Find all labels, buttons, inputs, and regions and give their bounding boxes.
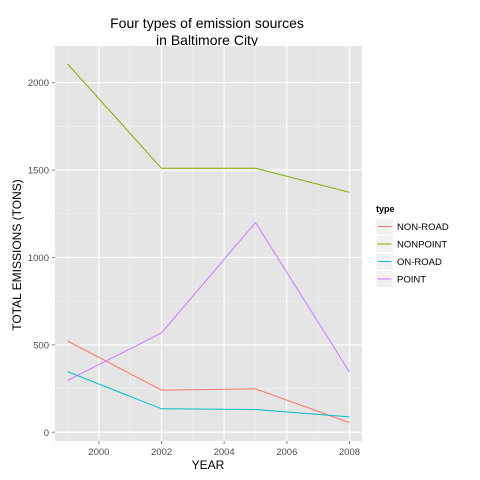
chart-title-line1: Four types of emission sources	[110, 15, 304, 31]
x-tick-label: 2002	[151, 447, 172, 458]
plot-area: 2000 2002 2004 2006 2008 0 500 1000 1500 2000	[28, 46, 362, 458]
x-tick-label: 2006	[276, 447, 297, 458]
legend-title: type	[376, 204, 395, 214]
y-tick-label: 1000	[28, 253, 49, 264]
legend: type NON-ROAD NONPOINT ON-ROAD POINT	[375, 204, 449, 288]
plot-background	[55, 46, 362, 441]
series-line-nonpoint	[67, 63, 350, 193]
chart-title-line2: in Baltimore City	[156, 32, 258, 48]
y-tick-label: 2000	[28, 78, 49, 89]
y-tick-label: 500	[33, 340, 49, 351]
x-tick-label: 2004	[214, 447, 235, 458]
x-axis-title: YEAR	[192, 458, 225, 472]
series-line-on-road	[67, 371, 350, 418]
legend-label-non-road: NON-ROAD	[397, 222, 449, 233]
legend-label-point: POINT	[397, 275, 426, 286]
x-tick-label: 2008	[339, 447, 360, 458]
y-tick-label: 0	[44, 428, 49, 439]
x-tick-label: 2000	[88, 447, 109, 458]
y-axis-title: TOTAL EMISSIONS (TONS)	[10, 179, 24, 331]
series-line-point	[67, 221, 350, 381]
legend-label-on-road: ON-ROAD	[397, 257, 442, 268]
y-tick-label: 1500	[28, 166, 49, 177]
legend-label-nonpoint: NONPOINT	[397, 240, 447, 251]
series-line-non-road	[67, 340, 350, 424]
